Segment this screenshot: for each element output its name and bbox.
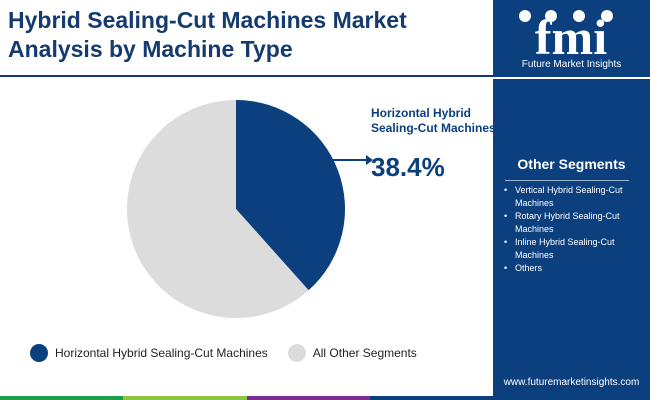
callout-arrow [332,155,373,165]
legend-label-horizontal: Horizontal Hybrid Sealing-Cut Machines [55,346,268,360]
logo-mark-icon: fmi [519,9,613,58]
other-segment-item: Vertical Hybrid Sealing-Cut Machines [501,184,641,210]
callout-value: 38.4% [371,152,445,182]
chart-area [0,77,493,397]
bottom-bar-segment-2 [123,396,247,400]
fmi-logo: fmi Future Market Insights [503,8,640,72]
other-segments-rule [505,180,629,181]
legend-item-other: All Other Segments [287,344,417,362]
side-panel-rule [493,77,650,79]
other-segment-item: Rotary Hybrid Sealing-Cut Machines [501,210,641,236]
other-segments-heading: Other Segments [517,156,626,172]
legend-item-horizontal: Horizontal Hybrid Sealing-Cut Machines [30,344,268,362]
logo-brand-name: Future Market Insights [521,59,622,70]
chart-legend: Horizontal Hybrid Sealing-Cut Machines A… [30,342,437,364]
side-panel: fmi Future Market Insights Other Segment… [493,0,650,400]
bottom-bar-segment-4 [369,396,493,400]
other-segment-item: Others [501,262,641,275]
page-title: Hybrid Sealing-Cut Machines Market Analy… [8,7,407,62]
title-divider [0,75,493,77]
website-link[interactable]: www.futuremarketinsights.com [503,377,640,388]
legend-swatch-horizontal [30,344,48,362]
bottom-bar-segment-3 [246,396,370,400]
header: Hybrid Sealing-Cut Machines Market Analy… [0,0,493,75]
callout-label: Horizontal Hybrid Sealing-Cut Machines [371,106,496,135]
pie-chart [127,100,346,318]
pie-slice-all-other [127,100,309,318]
legend-swatch-other [287,344,306,362]
pie-slice-horizontal [236,100,346,291]
bottom-color-bar [0,396,493,400]
legend-label-other: All Other Segments [312,346,417,360]
other-segments-list: Vertical Hybrid Sealing-Cut Machines Rot… [501,184,641,275]
bottom-bar-segment-1 [0,396,124,400]
other-segment-item: Inline Hybrid Sealing-Cut Machines [501,236,641,262]
